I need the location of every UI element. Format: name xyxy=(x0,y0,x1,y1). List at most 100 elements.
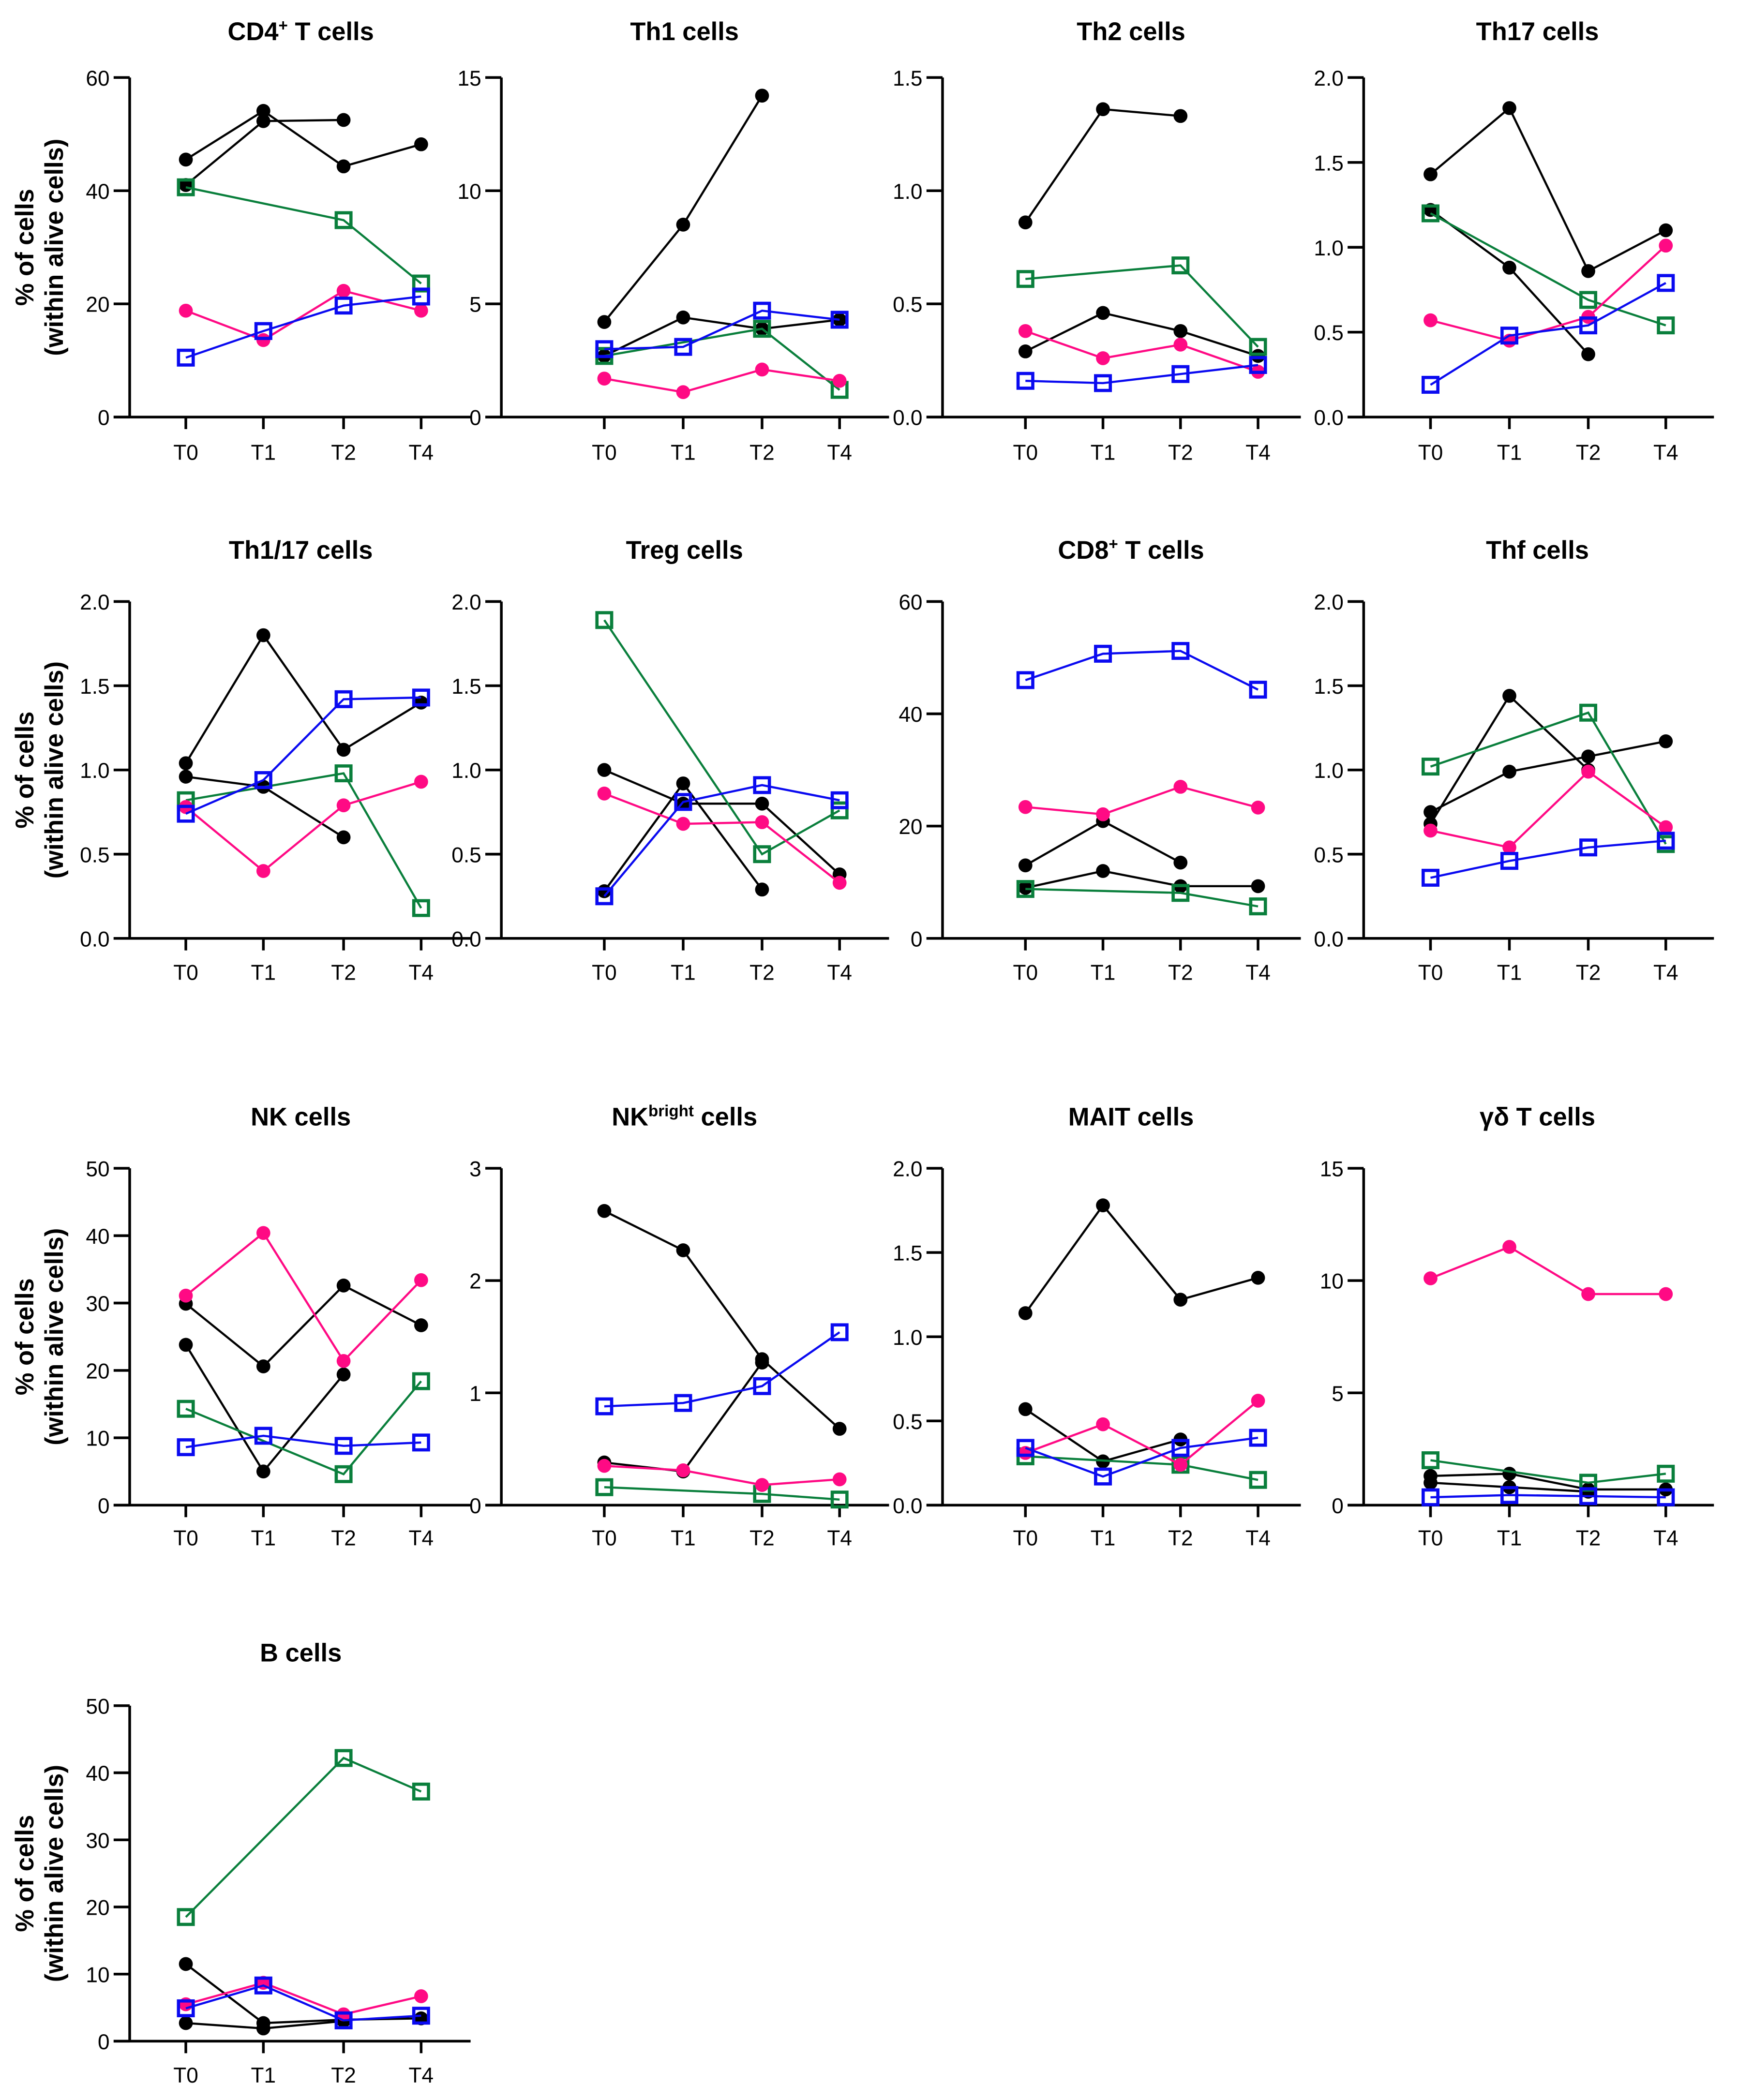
chart-panel: Th17 cells 0.0 0.5 1.0 1.5 2.0 T0 T1 T2 T4 xyxy=(1314,17,1714,465)
data-point xyxy=(676,1243,690,1257)
series-line xyxy=(1430,711,1667,845)
data-point xyxy=(597,1204,612,1218)
data-point xyxy=(1173,324,1188,338)
data-point xyxy=(1173,338,1188,352)
data-point xyxy=(179,770,193,784)
series-black-2 xyxy=(179,770,351,845)
data-point xyxy=(1502,1467,1516,1481)
data-point xyxy=(1581,749,1595,764)
data-point xyxy=(334,297,353,315)
data-point xyxy=(414,137,428,151)
x-tick-label: T4 xyxy=(1245,961,1271,984)
x-tick-label: T4 xyxy=(1653,441,1678,465)
series-black-1 xyxy=(597,1204,847,1436)
data-point xyxy=(1016,671,1034,689)
data-point xyxy=(336,1278,351,1293)
data-point xyxy=(177,1400,195,1418)
data-point xyxy=(412,1433,430,1452)
x-tick-label: T0 xyxy=(173,961,198,984)
data-point xyxy=(753,301,771,320)
data-point xyxy=(1421,868,1440,887)
data-point xyxy=(755,362,769,377)
y-tick-label: 0 xyxy=(98,2030,110,2054)
series-black-1 xyxy=(1018,1198,1265,1320)
data-point xyxy=(1502,260,1516,275)
chart-title-main: Th17 cells xyxy=(1476,17,1599,46)
data-point xyxy=(830,1323,849,1341)
chart-title-rest: T cells xyxy=(288,17,374,46)
x-tick-label: T0 xyxy=(592,961,617,984)
x-tick-label: T2 xyxy=(1576,961,1601,984)
y-tick-label: 2.0 xyxy=(80,591,109,614)
chart-panel: Th2 cells 0.0 0.5 1.0 1.5 T0 T1 T2 T4 xyxy=(893,17,1301,465)
data-point xyxy=(256,628,270,642)
y-tick-label: 0.0 xyxy=(893,406,922,430)
x-tick-label: T0 xyxy=(173,441,198,465)
data-point xyxy=(414,1273,428,1287)
data-point xyxy=(753,845,771,864)
data-point xyxy=(832,1472,847,1487)
x-tick-label: T1 xyxy=(671,961,696,984)
data-point xyxy=(1500,852,1519,870)
data-point xyxy=(412,688,430,707)
data-point xyxy=(1657,274,1675,292)
series-line xyxy=(1025,312,1259,357)
x-tick-label: T0 xyxy=(173,2064,198,2087)
data-point xyxy=(254,322,272,340)
series-pink xyxy=(1423,1240,1673,1301)
data-point xyxy=(1581,264,1595,278)
x-tick-label: T1 xyxy=(1497,961,1522,984)
data-point xyxy=(1251,879,1265,894)
x-tick-label: T2 xyxy=(1168,961,1193,984)
data-point xyxy=(595,1478,614,1496)
x-tick-label: T2 xyxy=(749,961,775,984)
data-point xyxy=(334,690,353,708)
data-point xyxy=(179,2016,193,2030)
series-pink xyxy=(179,283,428,347)
x-tick-label: T0 xyxy=(1418,961,1443,984)
y-tick-label: 15 xyxy=(1320,1158,1344,1181)
series-line xyxy=(1430,212,1666,327)
data-point xyxy=(256,1359,270,1373)
series-line xyxy=(604,792,840,884)
data-point xyxy=(412,2007,430,2025)
chart-title-main: Thf cells xyxy=(1486,536,1589,565)
series-black-1 xyxy=(1018,102,1188,230)
series-blue xyxy=(177,688,430,823)
series-green xyxy=(1016,256,1267,356)
chart-title: Thf cells xyxy=(1486,536,1589,565)
data-point xyxy=(1096,351,1110,365)
y-tick-label: 0 xyxy=(98,1494,110,1518)
chart-title-main: NK cells xyxy=(251,1103,351,1132)
data-point xyxy=(1657,316,1675,335)
data-point xyxy=(334,1749,353,1767)
x-tick-label: T2 xyxy=(1576,441,1601,465)
data-point xyxy=(254,1976,272,1995)
data-point xyxy=(1094,644,1112,663)
x-tick-label: T1 xyxy=(1497,1526,1522,1550)
data-point xyxy=(1018,344,1033,358)
series-line xyxy=(185,295,421,359)
series-green xyxy=(595,611,849,864)
data-point xyxy=(334,1465,353,1483)
data-point xyxy=(414,303,428,318)
y-tick-label: 20 xyxy=(86,1896,109,1920)
data-point xyxy=(1423,823,1438,838)
data-point xyxy=(1659,238,1673,253)
series-line xyxy=(1429,694,1589,825)
y-axis-label-line1: % of cells xyxy=(11,1815,39,1932)
y-tick-label: 20 xyxy=(86,1359,109,1383)
y-tick-label: 1.0 xyxy=(80,759,109,783)
data-point xyxy=(753,320,771,338)
data-point xyxy=(1173,855,1188,870)
y-tick-label: 0 xyxy=(911,927,923,951)
data-point xyxy=(1251,1394,1265,1408)
y-tick-label: 40 xyxy=(899,703,922,727)
data-point xyxy=(676,817,690,831)
data-point xyxy=(1094,1467,1112,1486)
chart-title: NKbright cells xyxy=(612,1102,757,1131)
chart-title-superscript: + xyxy=(279,17,288,35)
data-point xyxy=(179,756,193,771)
series-green xyxy=(177,1372,430,1483)
x-tick-label: T2 xyxy=(331,441,356,465)
